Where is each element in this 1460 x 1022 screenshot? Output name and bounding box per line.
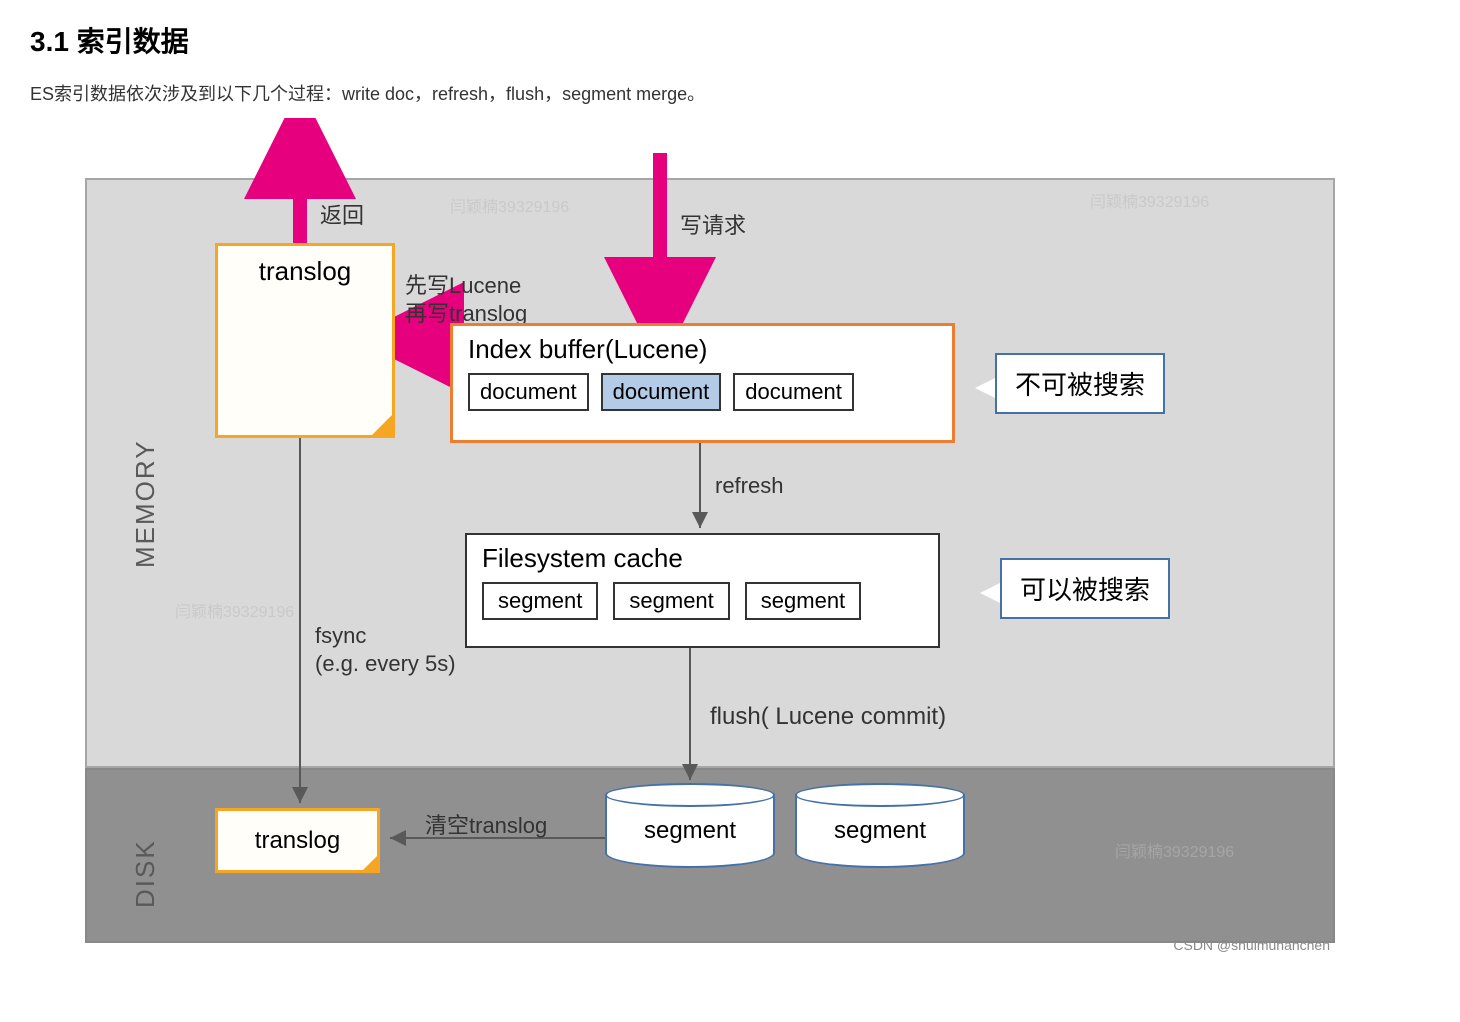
flush-label: flush( Lucene commit) xyxy=(710,703,946,731)
segment-item: segment xyxy=(613,582,729,620)
segment-row: segment segment segment xyxy=(482,582,861,620)
write-request-label: 写请求 xyxy=(680,208,746,240)
credit-text: CSDN @shuimuhanchen xyxy=(1173,937,1330,953)
cylinder-top xyxy=(605,783,775,807)
document-row: document document document xyxy=(468,373,854,411)
refresh-label: refresh xyxy=(715,473,783,499)
memory-label: MEMORY xyxy=(130,439,161,568)
section-heading: 3.1 索引数据 xyxy=(30,20,1430,60)
return-label: 返回 xyxy=(320,198,364,230)
document-item: document xyxy=(468,373,589,411)
not-searchable-callout: 不可被搜索 xyxy=(995,353,1165,414)
searchable-callout: 可以被搜索 xyxy=(1000,558,1170,619)
index-buffer-title: Index buffer(Lucene) xyxy=(468,334,707,365)
watermark: 闫颖楠39329196 xyxy=(450,193,569,217)
clear-translog-label: 清空translog xyxy=(425,808,547,840)
document-item-highlighted: document xyxy=(601,373,722,411)
segment-disk-cylinder: segment xyxy=(795,783,965,868)
cylinder-top xyxy=(795,783,965,807)
index-buffer-box: Index buffer(Lucene) document document d… xyxy=(450,323,955,443)
intro-text: ES索引数据依次涉及到以下几个过程：write doc，refresh，flus… xyxy=(30,80,1430,106)
callout-tail xyxy=(975,378,995,398)
watermark: 闫颖楠39329196 xyxy=(1090,188,1209,212)
segment-disk-cylinder: segment xyxy=(605,783,775,868)
segment-item: segment xyxy=(482,582,598,620)
filesystem-cache-box: Filesystem cache segment segment segment xyxy=(465,533,940,648)
callout-tail xyxy=(980,583,1000,603)
translog-disk-box: translog xyxy=(215,808,380,873)
fsync-eg-label: (e.g. every 5s) xyxy=(315,651,456,677)
watermark: 闫颖楠39329196 xyxy=(1115,838,1234,862)
fsync-label: fsync xyxy=(315,623,366,649)
architecture-diagram: MEMORY DISK 返回 写请求 先写Lucene 再写translog r… xyxy=(30,118,1350,958)
watermark: 闫颖楠39329196 xyxy=(175,598,294,622)
disk-label: DISK xyxy=(130,839,161,908)
fs-cache-title: Filesystem cache xyxy=(482,543,683,574)
document-item: document xyxy=(733,373,854,411)
segment-item: segment xyxy=(745,582,861,620)
translog-memory-box: translog xyxy=(215,243,395,438)
